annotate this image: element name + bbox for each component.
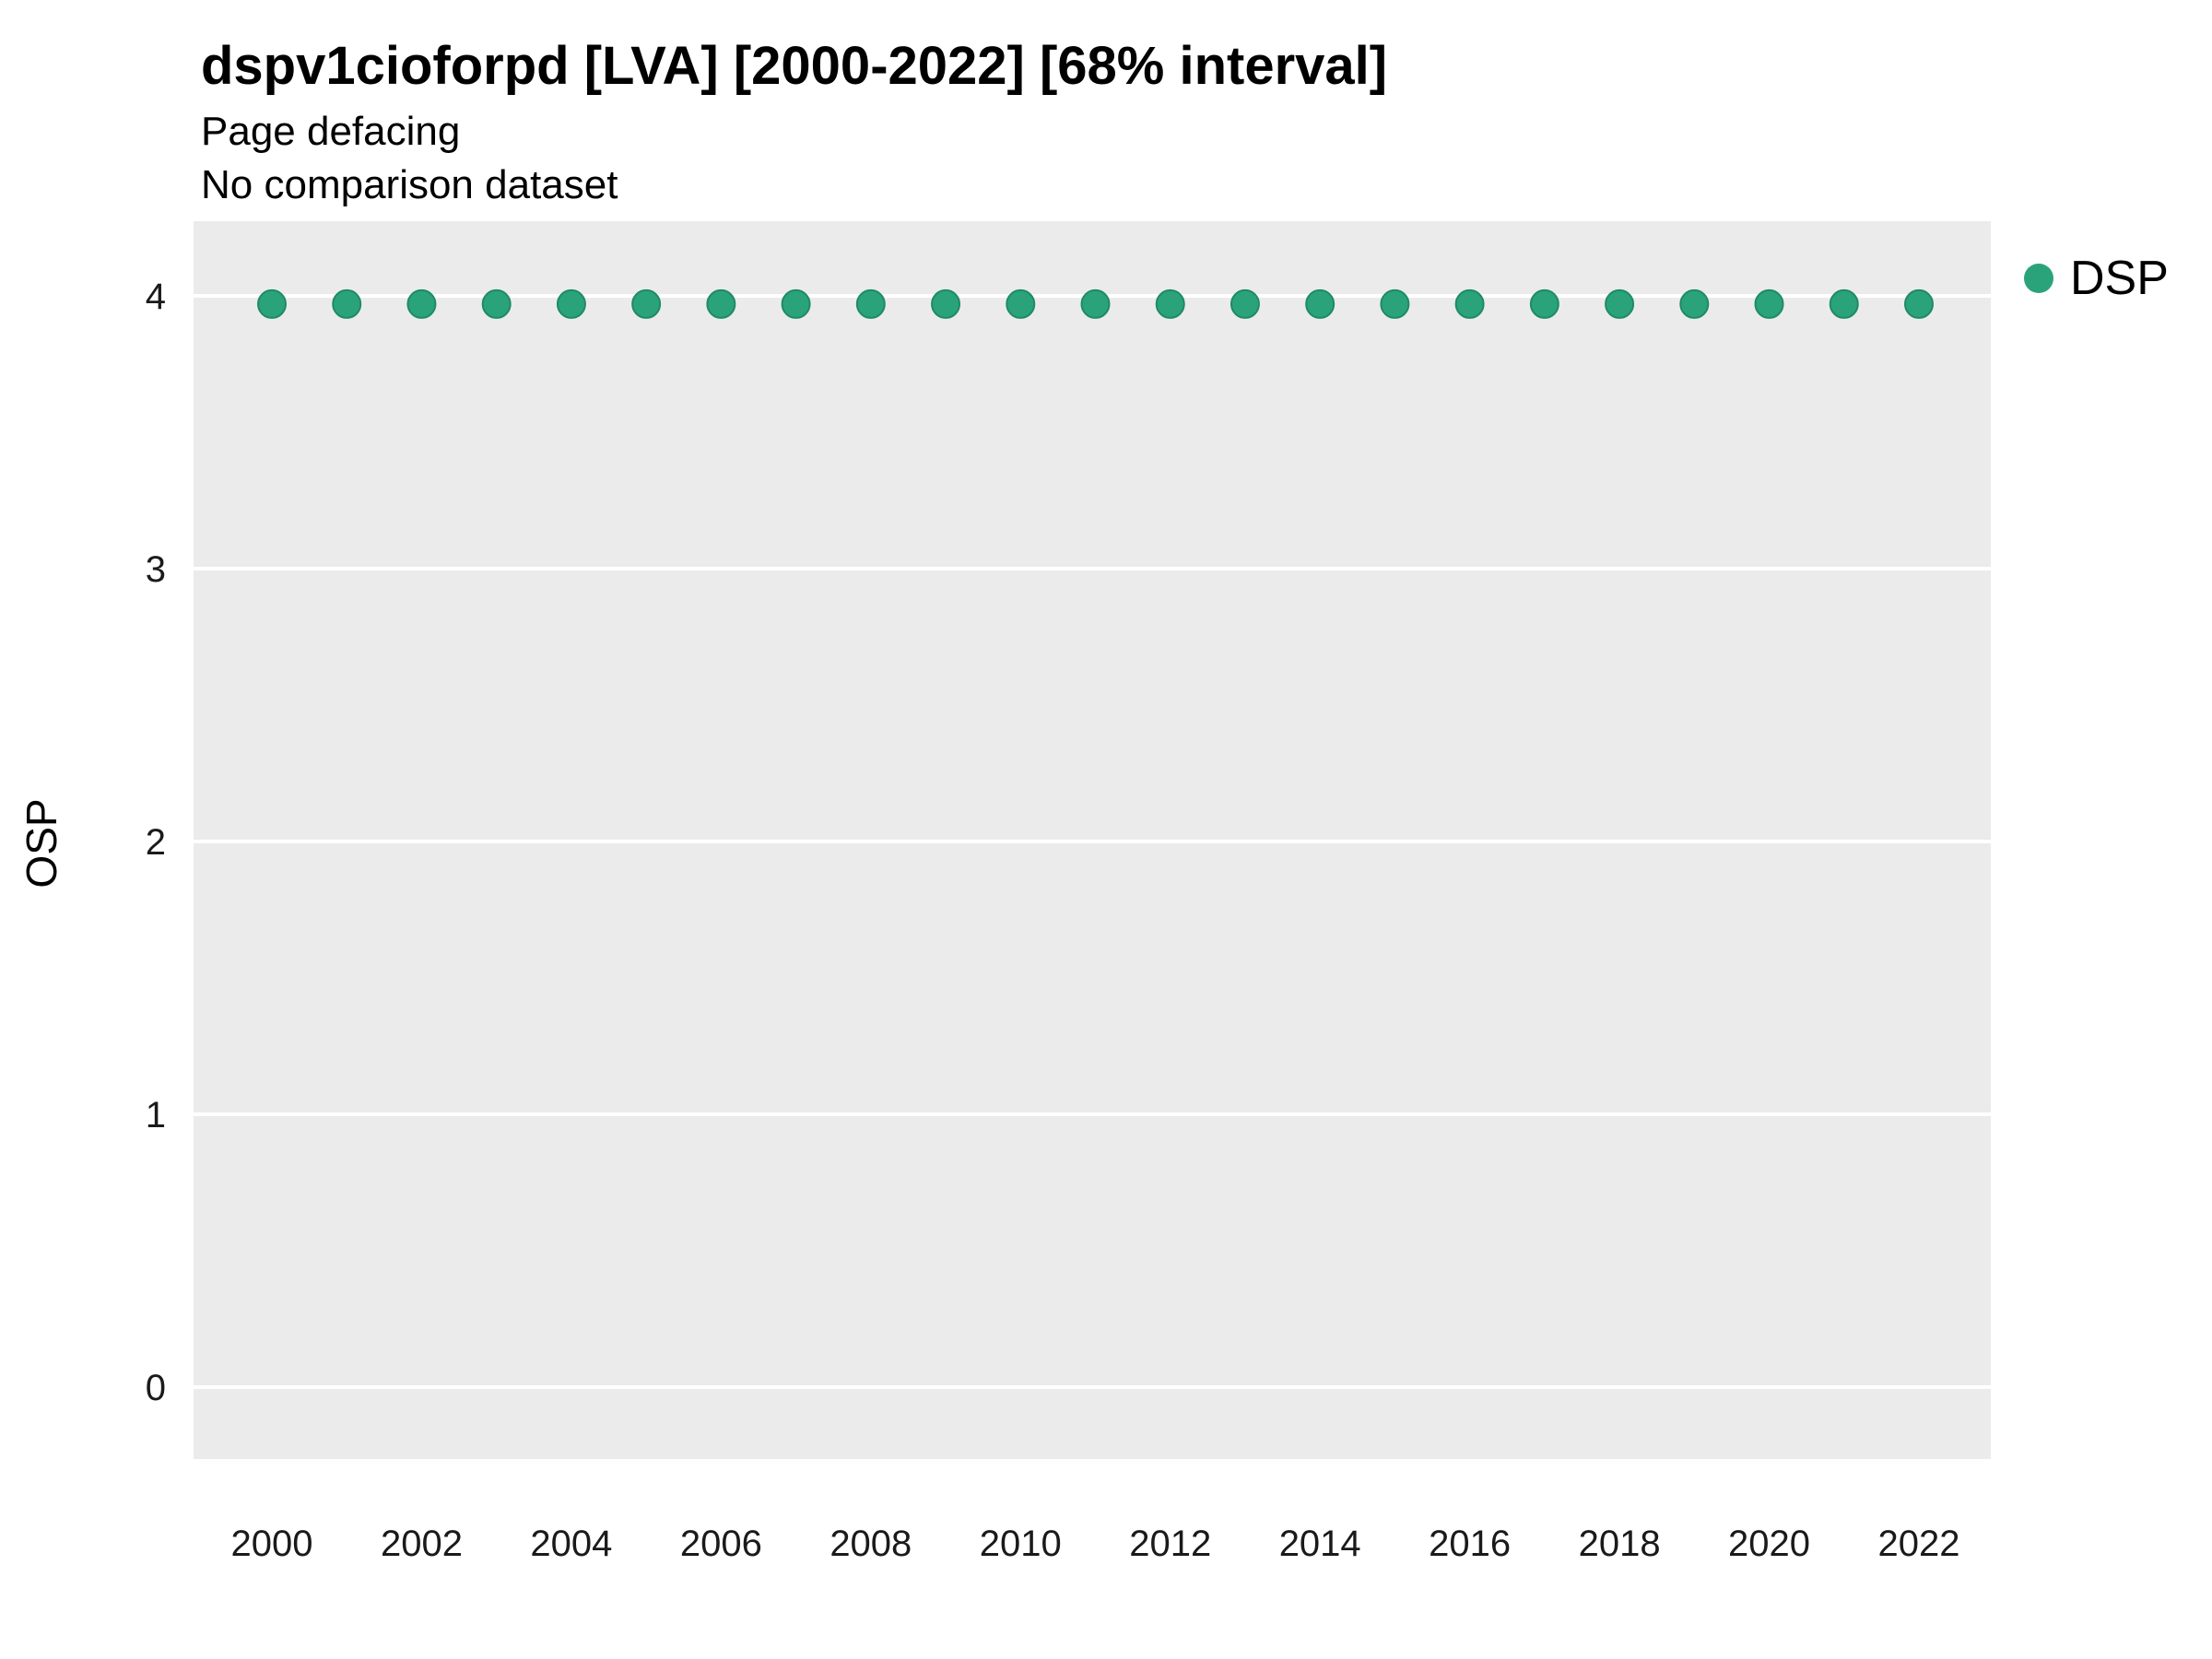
data-point	[931, 288, 961, 319]
y-tick-label: 0	[146, 1368, 166, 1408]
data-point	[706, 288, 736, 319]
data-point	[1080, 288, 1111, 319]
data-point	[1605, 288, 1635, 319]
y-axis-label: OSP	[18, 798, 65, 888]
chart-subtitle: Page defacing	[201, 109, 461, 154]
data-point	[257, 288, 287, 319]
x-tick-label: 2012	[1129, 1524, 1211, 1564]
x-tick-label: 2018	[1579, 1524, 1661, 1564]
x-tick-label: 2000	[231, 1524, 313, 1564]
data-point	[1754, 288, 1784, 319]
data-point	[556, 288, 586, 319]
data-point	[1006, 288, 1036, 319]
data-point	[481, 288, 512, 319]
x-tick-label: 2006	[680, 1524, 762, 1564]
x-tick-label: 2008	[830, 1524, 912, 1564]
x-tick-label: 2002	[381, 1524, 463, 1564]
x-tick-label: 2022	[1878, 1524, 1960, 1564]
legend: DSP	[2024, 251, 2169, 306]
data-point	[1230, 288, 1260, 319]
data-point	[1380, 288, 1410, 319]
legend-label: DSP	[2070, 252, 2169, 305]
data-point	[406, 288, 437, 319]
y-tick-label: 3	[146, 549, 166, 590]
data-point	[1904, 288, 1934, 319]
legend-point-icon	[2024, 264, 2053, 293]
chart-subtitle-secondary: No comparison dataset	[201, 162, 618, 207]
x-tick-label: 2020	[1728, 1524, 1810, 1564]
data-point	[781, 288, 811, 319]
data-point	[631, 288, 662, 319]
data-point	[1305, 288, 1335, 319]
data-point	[1829, 288, 1859, 319]
data-point	[1454, 288, 1485, 319]
y-tick-label: 2	[146, 822, 166, 863]
data-point	[1529, 288, 1559, 319]
x-tick-label: 2010	[980, 1524, 1062, 1564]
y-tick-label: 4	[146, 276, 166, 317]
x-tick-label: 2016	[1429, 1524, 1511, 1564]
x-tick-label: 2004	[530, 1524, 612, 1564]
x-tick-label: 2014	[1279, 1524, 1361, 1564]
data-point	[855, 288, 886, 319]
chart-title: dspv1cioforpd [LVA] [2000-2022] [68% int…	[201, 36, 1388, 96]
y-tick-label: 1	[146, 1095, 166, 1135]
data-point	[1679, 288, 1710, 319]
data-point	[1155, 288, 1185, 319]
data-point	[332, 288, 362, 319]
